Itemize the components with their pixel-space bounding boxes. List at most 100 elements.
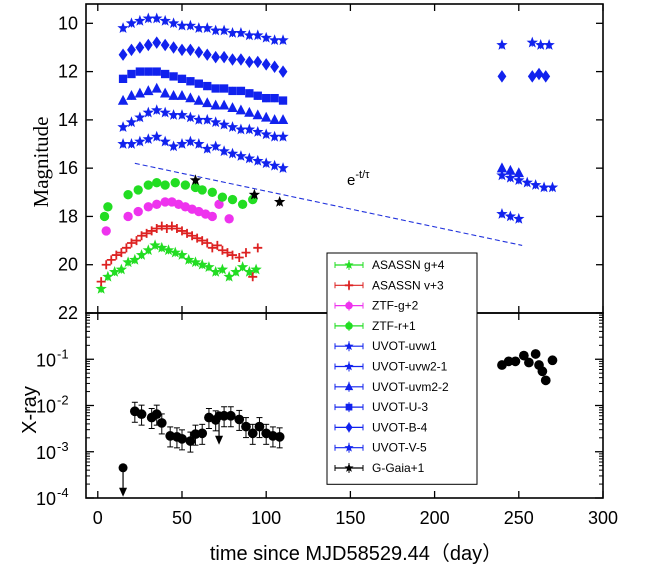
xray-tick-label: 10 bbox=[36, 350, 56, 370]
magnitude-tick-label: 20 bbox=[58, 255, 78, 275]
ztf-g-2-point bbox=[207, 211, 217, 222]
uvot-v-5-point bbox=[142, 12, 154, 24]
uvot-uvw2-1-point bbox=[243, 123, 256, 135]
time-tick-label: 150 bbox=[335, 508, 365, 528]
uvot-uvw2-1-point bbox=[235, 123, 247, 135]
uvot-b-4-series bbox=[118, 36, 551, 83]
ztf-r-1-point bbox=[123, 190, 133, 200]
uvot-uvw1-point bbox=[193, 138, 205, 149]
ztf-r-1-point bbox=[207, 187, 217, 197]
uvot-u-3-point bbox=[194, 79, 203, 88]
asassn-g-4-series bbox=[95, 239, 262, 294]
asassn-v-3-series bbox=[96, 221, 263, 287]
uvot-v-5-point bbox=[243, 29, 256, 41]
upper-limit-arrow-head bbox=[119, 487, 128, 497]
uvot-uvm2-2-point bbox=[218, 99, 230, 110]
uvot-uvw1-point bbox=[176, 138, 188, 149]
ztf-g-2-point bbox=[160, 197, 170, 207]
xray-tick-label: 10 bbox=[36, 397, 56, 417]
legend-label: ZTF-g+2 bbox=[372, 299, 419, 313]
asassn-g-4-point bbox=[156, 241, 168, 253]
uvot-v-5-point bbox=[252, 29, 264, 41]
xray-point bbox=[274, 431, 285, 442]
uvot-uvm2-2-point bbox=[244, 106, 255, 117]
asassn-v-3-point bbox=[248, 272, 258, 282]
legend-entry-uvot-u-3: UVOT-U-3 bbox=[334, 400, 428, 414]
uvot-uvm2-2-point bbox=[168, 90, 179, 100]
uvot-uvm2-2-point bbox=[151, 82, 162, 93]
uvot-v-5-point bbox=[167, 17, 180, 29]
asassn-v-3-point bbox=[192, 233, 202, 243]
asassn-g-4-point bbox=[189, 256, 202, 268]
legend-entry-asassn-g-4: ASASSN g+4 bbox=[334, 258, 445, 272]
uvot-uvw1-point bbox=[201, 142, 213, 154]
uvot-uvw2-1-point bbox=[125, 116, 138, 128]
asassn-v-3-point bbox=[142, 228, 152, 238]
uvot-u-3-point bbox=[236, 86, 246, 96]
asassn-v-3-point bbox=[111, 250, 121, 260]
uvot-uvw1-point bbox=[268, 159, 281, 171]
ztf-r-1-point bbox=[180, 180, 191, 190]
uvot-b-4-point bbox=[527, 70, 537, 83]
uvot-b-4-point bbox=[534, 67, 544, 81]
uvot-uvw2-1-point bbox=[167, 109, 180, 120]
uvot-uvw2-1-point bbox=[176, 109, 188, 120]
magnitude-tick-label: 14 bbox=[58, 110, 78, 130]
ztf-r-1-point bbox=[133, 185, 143, 195]
uvot-b-4-point bbox=[497, 70, 507, 83]
uvot-uvm2-2-point bbox=[252, 109, 263, 120]
legend-marker bbox=[345, 322, 353, 330]
asassn-v-3-point bbox=[132, 236, 142, 246]
uvot-b-4-point bbox=[143, 38, 153, 52]
uvot-u-3-point bbox=[270, 93, 279, 103]
xray-upper-limit bbox=[214, 411, 224, 445]
xray-late-series bbox=[497, 349, 558, 386]
magnitude-tick-label: 12 bbox=[58, 62, 78, 82]
legend-marker bbox=[344, 260, 354, 269]
uvot-u-3-point bbox=[245, 89, 254, 98]
uvot-b-4-point bbox=[185, 43, 195, 57]
xray-point bbox=[524, 357, 534, 368]
asassn-v-3-point bbox=[182, 228, 192, 238]
xray-axis-label: X-ray bbox=[19, 386, 41, 434]
time-tick-label: 100 bbox=[251, 508, 281, 528]
uvot-uvw2-1-point bbox=[226, 121, 239, 132]
legend: ASASSN g+4 ASASSN v+3 ZTF-g+2 ZTF-r+1 UVOT-u… bbox=[326, 252, 478, 485]
uvot-u-3-point bbox=[203, 81, 212, 91]
uvot-v-5-point bbox=[496, 39, 508, 50]
asassn-v-3-point bbox=[101, 260, 111, 270]
asassn-g-4-point bbox=[183, 253, 195, 265]
legend-entry-asassn-v-3: ASASSN v+3 bbox=[334, 278, 444, 292]
uvot-b-4-point bbox=[236, 53, 246, 66]
ztf-r-1-point bbox=[160, 180, 170, 190]
uvot-uvw1-series bbox=[117, 130, 559, 193]
uvot-uvm2-2-series bbox=[117, 82, 524, 178]
legend-label: UVOT-V-5 bbox=[372, 441, 427, 455]
uvot-b-4-point bbox=[169, 41, 178, 54]
uvot-v-5-point bbox=[184, 19, 197, 31]
uvot-uvm2-2-point bbox=[193, 94, 205, 105]
uvot-uvw2-1-point bbox=[134, 111, 146, 123]
legend-entry-uvot-b-4: UVOT-B-4 bbox=[334, 420, 428, 434]
asassn-v-3-point bbox=[152, 224, 162, 234]
asassn-g-4-point bbox=[176, 249, 188, 260]
legend-entry-uvot-uvw1: UVOT-uvw1 bbox=[334, 339, 437, 353]
uvot-v-5-point bbox=[201, 22, 213, 33]
uvot-v-5-point bbox=[176, 19, 188, 31]
legend-label: UVOT-uvm2-2 bbox=[372, 380, 449, 394]
asassn-g-4-point bbox=[129, 253, 141, 265]
ztf-r-1-point bbox=[143, 180, 153, 190]
xray-point bbox=[537, 366, 548, 377]
asassn-v-3-point bbox=[121, 243, 131, 253]
ztf-g-2-point bbox=[143, 202, 153, 212]
asassn-v-3-point bbox=[228, 250, 238, 260]
xray-tick-exponent: -4 bbox=[57, 485, 69, 500]
uvot-u-3-point bbox=[160, 69, 170, 79]
asassn-v-3-point bbox=[234, 252, 244, 262]
asassn-v-3-point bbox=[116, 248, 126, 258]
asassn-v-3-point bbox=[253, 243, 263, 253]
xray-point bbox=[156, 418, 167, 428]
legend-entry-ztf-g-2: ZTF-g+2 bbox=[334, 299, 419, 313]
xray-point bbox=[503, 356, 514, 367]
uvot-uvw1-point bbox=[260, 157, 272, 169]
